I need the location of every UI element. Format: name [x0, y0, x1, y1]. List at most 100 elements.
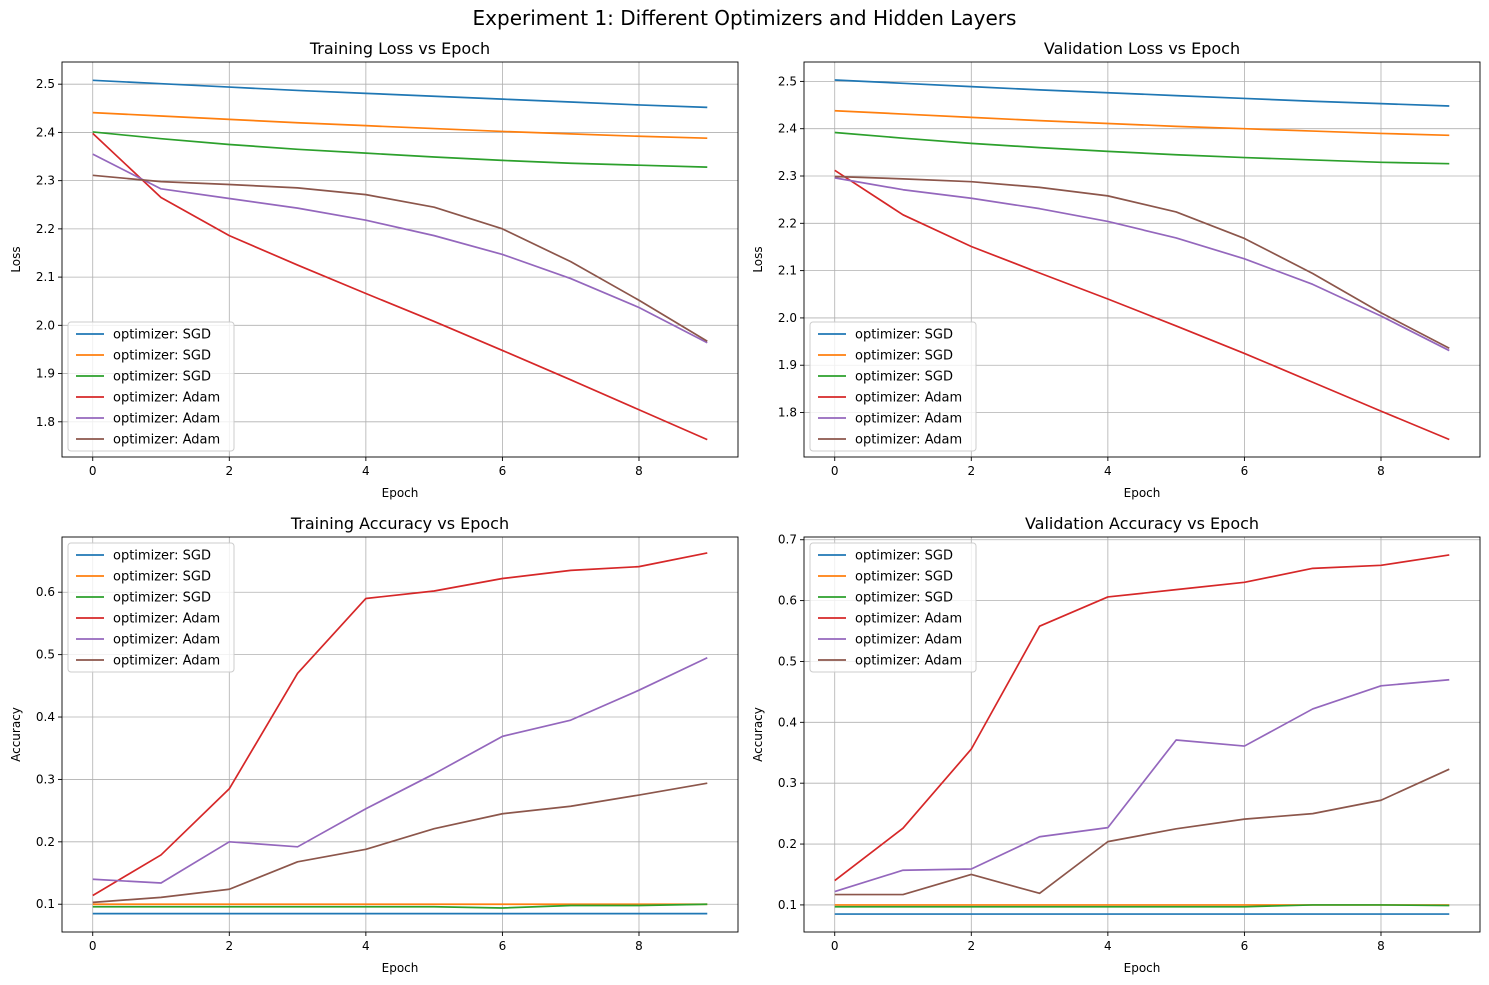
series-line-6 — [834, 768, 1450, 896]
y-tick-label: 2.2 — [778, 216, 797, 230]
subplot-title: Training Loss vs Epoch — [309, 39, 490, 58]
y-tick-label: 0.1 — [778, 898, 797, 912]
axes-frame — [61, 536, 739, 933]
legend-label: optimizer: SGD — [855, 591, 953, 606]
x-tick-label: 2 — [225, 939, 233, 953]
series-line-4 — [92, 132, 708, 441]
x-tick-label: 6 — [1241, 464, 1249, 478]
legend-label: optimizer: SGD — [855, 370, 953, 385]
x-tick-label: 4 — [362, 939, 370, 953]
legend-label: optimizer: SGD — [855, 349, 953, 364]
y-tick-label: 1.9 — [778, 358, 797, 372]
y-tick-label: 0.1 — [36, 897, 55, 911]
series-line-6 — [92, 782, 708, 904]
legend-box — [809, 542, 977, 673]
legend-box — [67, 542, 235, 673]
y-tick-label: 2.1 — [778, 264, 797, 278]
legend-label: optimizer: SGD — [855, 549, 953, 564]
series-line-1 — [834, 79, 1450, 107]
x-axis-label: Epoch — [1124, 961, 1161, 975]
subplot-title: Training Accuracy vs Epoch — [290, 514, 509, 533]
legend-label: optimizer: Adam — [855, 654, 962, 669]
y-tick-label: 1.8 — [778, 406, 797, 420]
y-tick-label: 2.2 — [36, 222, 55, 236]
series-line-4 — [834, 554, 1450, 882]
subplot-1: 0 2 4 6 8 1.8 1.9 2.0 2.1 2.2 2.3 2.4 2.5 Training Lo… — [9, 39, 739, 500]
legend-label: optimizer: SGD — [113, 349, 211, 364]
legend-label: optimizer: Adam — [855, 433, 962, 448]
x-tick-label: 2 — [967, 464, 975, 478]
legend-label: optimizer: SGD — [113, 370, 211, 385]
y-tick-label: 0.7 — [778, 533, 797, 547]
y-axis-label: Accuracy — [9, 707, 23, 762]
y-tick-label: 2.4 — [778, 122, 797, 136]
series-line-3 — [92, 903, 708, 909]
figure-title: Experiment 1: Different Optimizers and H… — [472, 6, 1017, 30]
y-tick-label: 2.1 — [36, 270, 55, 284]
axes-frame — [803, 536, 1481, 933]
axes-frame — [803, 61, 1481, 458]
series-line-5 — [834, 678, 1450, 893]
y-tick-label: 0.3 — [778, 776, 797, 790]
legend-label: optimizer: Adam — [113, 433, 220, 448]
legend-label: optimizer: Adam — [855, 633, 962, 648]
x-tick-label: 0 — [831, 464, 839, 478]
y-tick-label: 0.5 — [36, 648, 55, 662]
y-tick-label: 0.4 — [36, 710, 55, 724]
legend-box — [809, 321, 977, 452]
y-tick-label: 2.5 — [778, 74, 797, 88]
legend-label: optimizer: Adam — [113, 412, 220, 427]
x-tick-label: 4 — [362, 464, 370, 478]
y-tick-label: 2.5 — [36, 77, 55, 91]
x-tick-label: 6 — [499, 939, 507, 953]
y-tick-label: 0.6 — [36, 585, 55, 599]
series-line-3 — [834, 131, 1450, 165]
x-tick-label: 6 — [499, 464, 507, 478]
subplot-4: 0 2 4 6 8 0.1 0.2 0.3 0.4 0.5 0.6 0.7 Validation Acc… — [751, 514, 1481, 975]
x-tick-label: 8 — [1377, 464, 1385, 478]
legend-label: optimizer: Adam — [855, 612, 962, 627]
y-tick-label: 2.3 — [778, 169, 797, 183]
series-line-2 — [834, 109, 1450, 137]
y-axis-label: Loss — [9, 246, 23, 272]
y-axis-label: Loss — [751, 246, 765, 272]
series-line-6 — [92, 174, 708, 342]
x-tick-label: 0 — [89, 464, 97, 478]
x-tick-label: 8 — [635, 939, 643, 953]
x-tick-label: 0 — [831, 939, 839, 953]
legend-label: optimizer: Adam — [113, 612, 220, 627]
subplot-title: Validation Loss vs Epoch — [1044, 39, 1240, 58]
subplot-title: Validation Accuracy vs Epoch — [1025, 514, 1259, 533]
legend: optimizer: SGD optimizer: SGD optimizer: S… — [809, 321, 977, 452]
legend-label: optimizer: SGD — [855, 570, 953, 585]
y-tick-label: 2.0 — [36, 318, 55, 332]
series-line-6 — [834, 175, 1450, 349]
legend-label: optimizer: Adam — [113, 654, 220, 669]
legend-label: optimizer: Adam — [113, 633, 220, 648]
x-tick-label: 8 — [1377, 939, 1385, 953]
subplot-3: 0 2 4 6 8 0.1 0.2 0.3 0.4 0.5 0.6 Training Accuracy… — [9, 514, 739, 975]
legend: optimizer: SGD optimizer: SGD optimizer: S… — [67, 542, 235, 673]
legend-label: optimizer: Adam — [855, 412, 962, 427]
y-tick-label: 2.3 — [36, 174, 55, 188]
x-tick-label: 4 — [1104, 464, 1112, 478]
y-tick-label: 2.4 — [36, 125, 55, 139]
series-line-5 — [834, 177, 1450, 352]
legend-label: optimizer: SGD — [855, 328, 953, 343]
series-line-4 — [834, 169, 1450, 441]
subplot-2: 0 2 4 6 8 1.8 1.9 2.0 2.1 2.2 2.3 2.4 2.5 Validation … — [751, 39, 1481, 500]
y-tick-label: 0.2 — [778, 837, 797, 851]
x-tick-label: 8 — [635, 464, 643, 478]
legend-box — [67, 321, 235, 452]
x-tick-label: 0 — [89, 939, 97, 953]
x-axis-label: Epoch — [382, 486, 419, 500]
y-tick-label: 0.6 — [778, 594, 797, 608]
series-line-4 — [92, 552, 708, 897]
y-tick-label: 0.2 — [36, 835, 55, 849]
x-tick-label: 4 — [1104, 939, 1112, 953]
legend-label: optimizer: Adam — [113, 391, 220, 406]
legend-label: optimizer: SGD — [113, 591, 211, 606]
y-tick-label: 1.8 — [36, 415, 55, 429]
legend-label: optimizer: SGD — [113, 328, 211, 343]
